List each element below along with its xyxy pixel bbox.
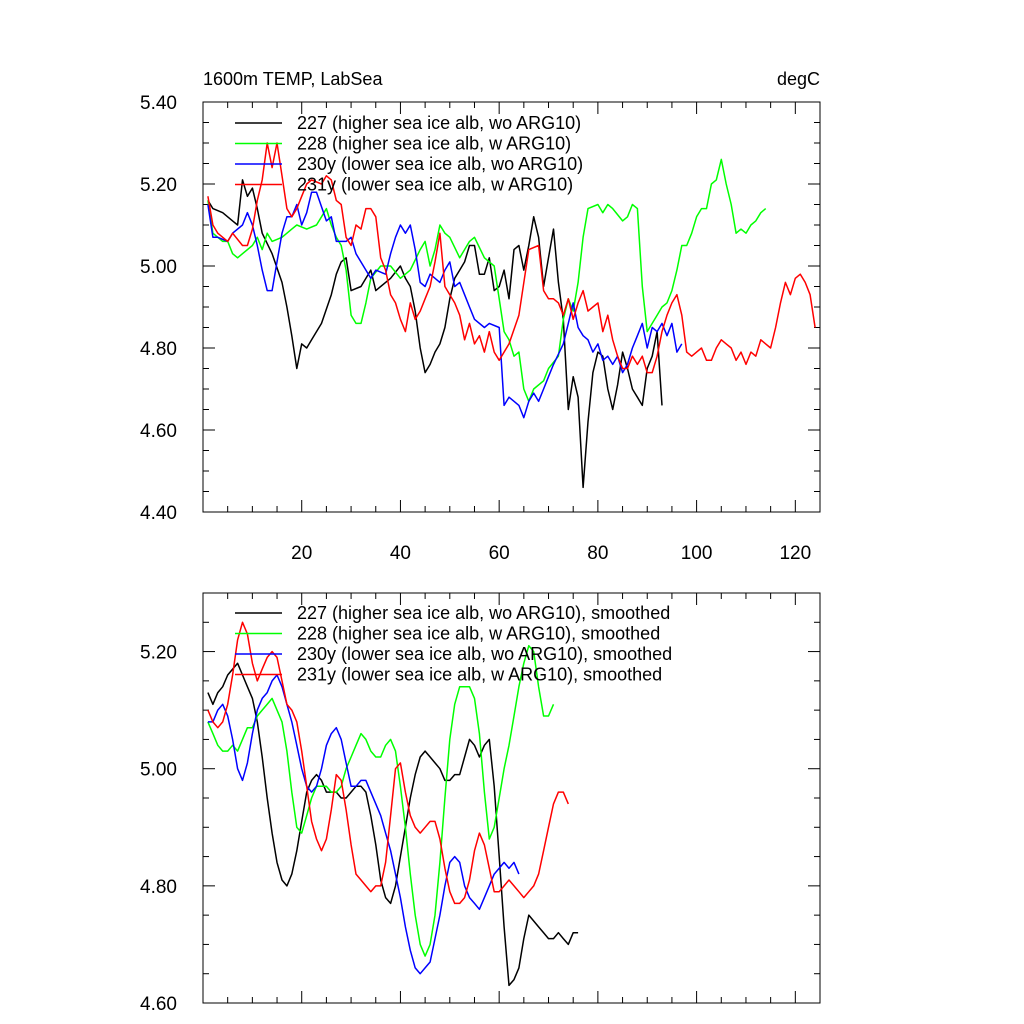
- y-tick-label: 4.60: [140, 994, 177, 1015]
- bottom-panel: 4.60 4.80 5.00 5.20 227 (higher sea ice alb,…: [140, 592, 821, 1015]
- y-tick-label: 5.00: [140, 257, 177, 278]
- legend-label: 227 (higher sea ice alb, wo ARG10), smoo…: [297, 603, 670, 623]
- series-line-3: [207, 621, 569, 905]
- y-tick-label: 5.00: [140, 760, 177, 781]
- series-line-3: [207, 142, 816, 374]
- legend-label: 227 (higher sea ice alb, wo ARG10): [297, 113, 581, 133]
- series-line-0: [207, 179, 663, 489]
- series-line-1: [207, 158, 767, 403]
- series-group: [207, 142, 816, 489]
- y-tick-label: 4.80: [140, 339, 177, 360]
- y-tick-label: 4.60: [140, 421, 177, 442]
- series-line-1: [207, 644, 555, 957]
- legend-label: 231y (lower sea ice alb, w ARG10): [297, 175, 573, 195]
- y-tick-label: 5.20: [140, 175, 177, 196]
- x-tick-label: 60: [489, 543, 510, 564]
- series-line-2: [207, 674, 520, 975]
- x-tick-label: 40: [390, 543, 411, 564]
- x-tick-label: 80: [587, 543, 608, 564]
- legend-label: 231y (lower sea ice alb, w ARG10), smoot…: [297, 665, 662, 685]
- y-tick-label: 4.80: [140, 877, 177, 898]
- series-line-2: [207, 191, 683, 419]
- x-tick-label: 120: [779, 543, 811, 564]
- legend-label: 230y (lower sea ice alb, wo ARG10): [297, 154, 583, 174]
- x-tick-label: 20: [291, 543, 312, 564]
- chart-units: degC: [777, 69, 820, 89]
- y-tick-label: 4.40: [140, 503, 177, 524]
- legend-label: 228 (higher sea ice alb, w ARG10): [297, 134, 571, 154]
- x-tick-label: 100: [681, 543, 713, 564]
- series-group: [207, 621, 579, 987]
- chart-title: 1600m TEMP, LabSea: [203, 69, 383, 89]
- y-tick-label: 5.40: [140, 93, 177, 114]
- top-panel: 20 40 60 80 100 120 4.40 4.60 4.80 5.00 5.20 5.40 22…: [140, 69, 821, 564]
- series-line-0: [207, 662, 579, 987]
- legend-label: 228 (higher sea ice alb, w ARG10), smoot…: [297, 624, 660, 644]
- y-tick-label: 5.20: [140, 643, 177, 664]
- legend-label: 230y (lower sea ice alb, wo ARG10), smoo…: [297, 644, 672, 664]
